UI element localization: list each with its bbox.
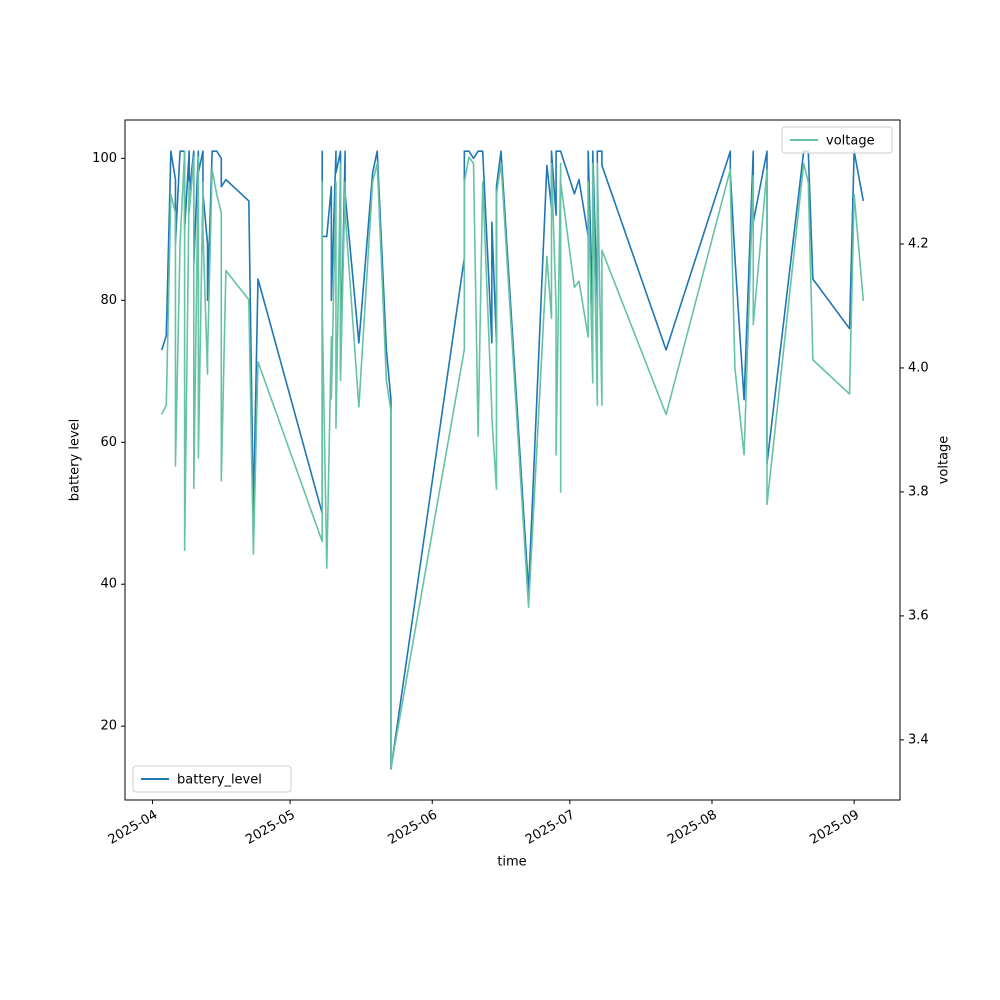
y-tick-label: 40 (100, 577, 117, 592)
y-tick-label: 60 (100, 435, 117, 450)
data-line (160, 150, 865, 770)
x-tick-label: 2025-05 (243, 808, 298, 848)
legend-box (781, 126, 893, 154)
y2-tick-label: 4.2 (908, 236, 929, 251)
x-tick-label: 2025-09 (807, 808, 862, 848)
legend: battery_level (132, 765, 292, 793)
legend-label: battery_level (177, 773, 262, 788)
y2-tick-label: 3.6 (908, 608, 929, 623)
legend: voltage (781, 126, 893, 154)
y-tick-label: 100 (92, 151, 117, 166)
x-axis-label: time (497, 855, 526, 870)
legend-label: voltage (826, 134, 875, 149)
y-axis-label: battery level (68, 419, 83, 502)
y-tick-label: 80 (100, 293, 117, 308)
y2-axis-label: voltage (937, 436, 952, 485)
plot-frame (124, 119, 901, 801)
x-tick-label: 2025-07 (523, 808, 578, 848)
x-tick-label: 2025-04 (106, 808, 161, 848)
x-tick-label: 2025-08 (665, 808, 720, 848)
y2-tick-label: 3.4 (908, 732, 929, 747)
legend-box (132, 765, 292, 793)
y2-tick-label: 4.0 (908, 360, 929, 375)
y2-tick-label: 3.8 (908, 484, 929, 499)
y-tick-label: 20 (100, 719, 117, 734)
x-tick-label: 2025-06 (385, 808, 440, 848)
data-line (160, 150, 865, 769)
